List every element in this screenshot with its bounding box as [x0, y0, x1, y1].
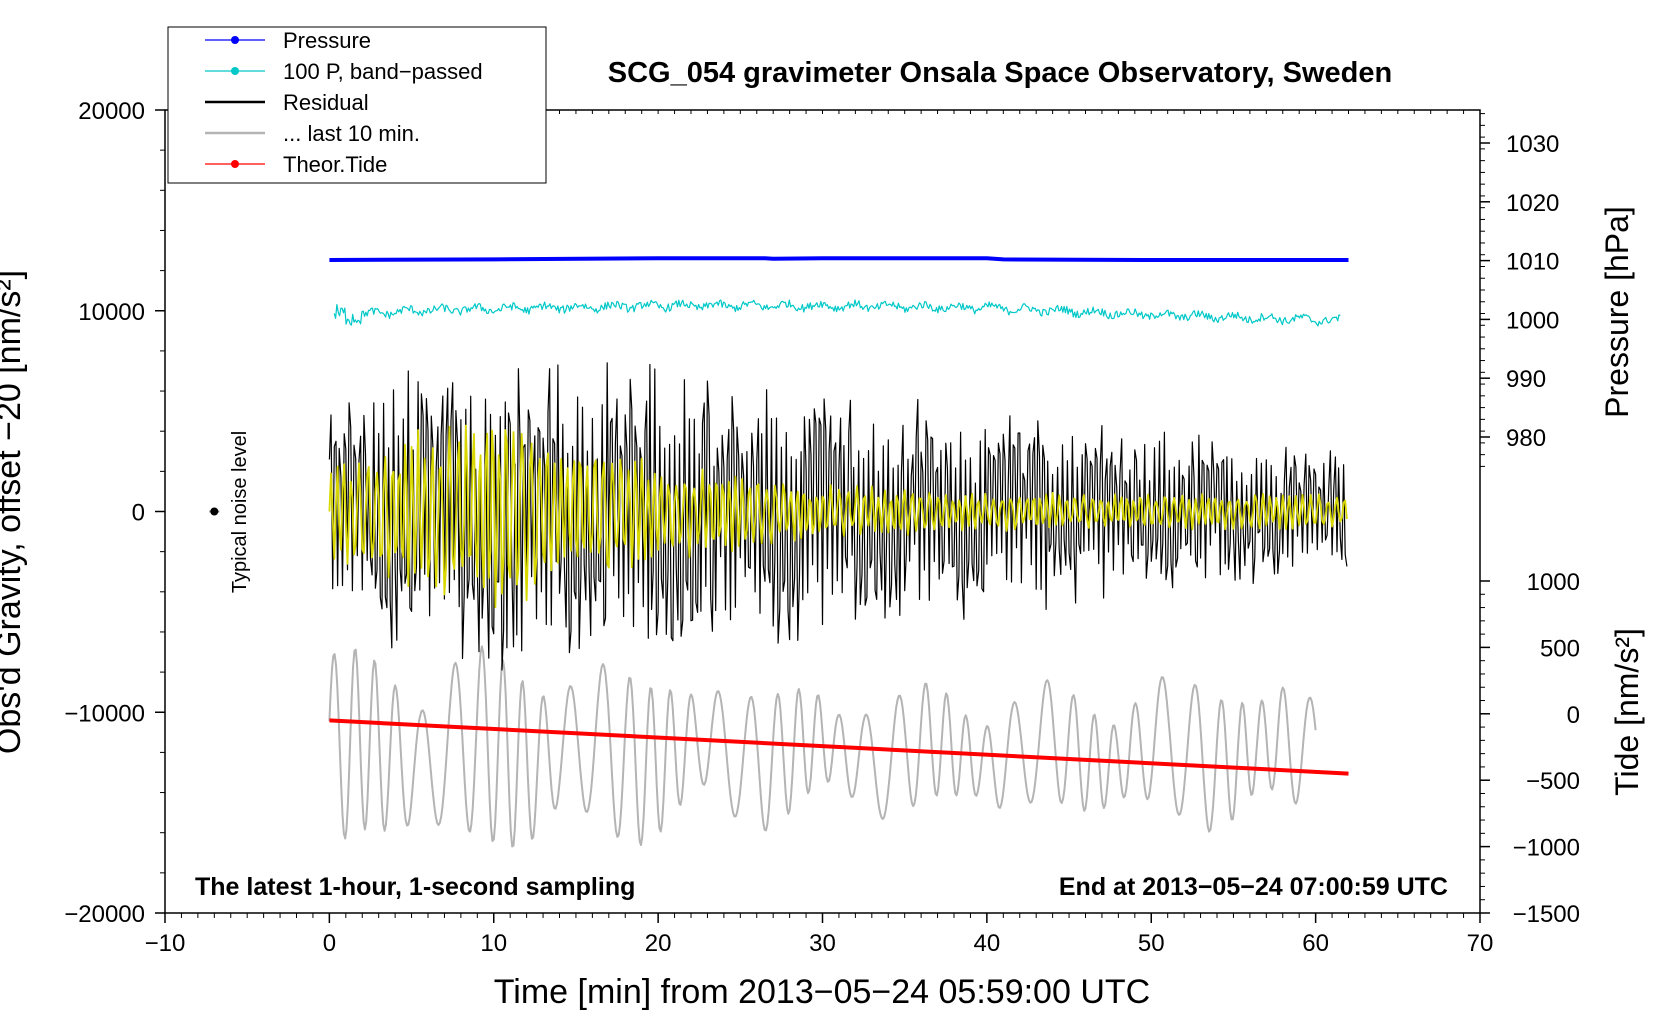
tide-tick-label: 0 — [1567, 702, 1580, 729]
x-tick-label: 0 — [323, 930, 336, 957]
noise-level-marker — [210, 507, 219, 516]
legend-label: Pressure — [283, 28, 371, 53]
pressure-tick-label: 990 — [1506, 366, 1546, 393]
noise-level-label: Typical noise level — [229, 431, 251, 593]
series-filtered-residual — [328, 424, 1348, 609]
chart-title: SCG_054 gravimeter Onsala Space Observat… — [608, 57, 1392, 89]
series-residual — [328, 362, 1348, 671]
x-tick-label: 30 — [809, 930, 836, 957]
y-tick-label: 20000 — [78, 98, 145, 125]
legend-marker — [231, 160, 239, 168]
tide-tick-label: 1000 — [1527, 569, 1580, 596]
y-tick-label: −20000 — [64, 901, 145, 928]
x-tick-label: 10 — [480, 930, 507, 957]
tide-tick-label: −1500 — [1513, 901, 1580, 928]
legend-marker — [231, 36, 239, 44]
annotation-end-time: End at 2013−05−24 07:00:59 UTC — [1059, 873, 1448, 901]
series-band-passed-pressure — [333, 299, 1341, 327]
series-pressure — [329, 256, 1349, 262]
legend-box — [167, 26, 547, 184]
legend-label: ... last 10 min. — [283, 121, 420, 146]
y-tick-label: 0 — [132, 500, 145, 527]
series-last-10-min — [328, 645, 1317, 848]
x-tick-label: 20 — [645, 930, 672, 957]
legend-marker — [231, 67, 239, 75]
x-tick-label: 70 — [1467, 930, 1494, 957]
tide-tick-label: −1000 — [1513, 835, 1580, 862]
y-axis-label-left: Obs'd Gravity, offset −20 [nm/s²] — [0, 270, 28, 754]
y-tick-label: 10000 — [78, 299, 145, 326]
pressure-tick-label: 1020 — [1506, 190, 1559, 217]
y-axis-label-tide: Tide [nm/s²] — [1609, 628, 1645, 796]
annotation-sampling: The latest 1-hour, 1-second sampling — [195, 873, 635, 901]
legend-label: Residual — [283, 90, 369, 115]
x-tick-label: −10 — [145, 930, 186, 957]
y-tick-label: −10000 — [64, 700, 145, 727]
y-axis-label-pressure: Pressure [hPa] — [1599, 206, 1635, 418]
x-axis-label: Time [min] from 2013−05−24 05:59:00 UTC — [494, 973, 1150, 1011]
legend-label: 100 P, band−passed — [283, 59, 483, 84]
x-tick-label: 50 — [1138, 930, 1165, 957]
legend-label: Theor.Tide — [283, 152, 387, 177]
series-theoretical-tide — [329, 718, 1349, 776]
tide-tick-label: 500 — [1540, 635, 1580, 662]
pressure-tick-label: 1030 — [1506, 131, 1559, 158]
x-tick-label: 60 — [1302, 930, 1329, 957]
x-tick-label: 40 — [974, 930, 1001, 957]
pressure-tick-label: 1000 — [1506, 307, 1559, 334]
tide-tick-label: −500 — [1526, 768, 1580, 795]
pressure-tick-label: 980 — [1506, 425, 1546, 452]
pressure-tick-label: 1010 — [1506, 249, 1559, 276]
